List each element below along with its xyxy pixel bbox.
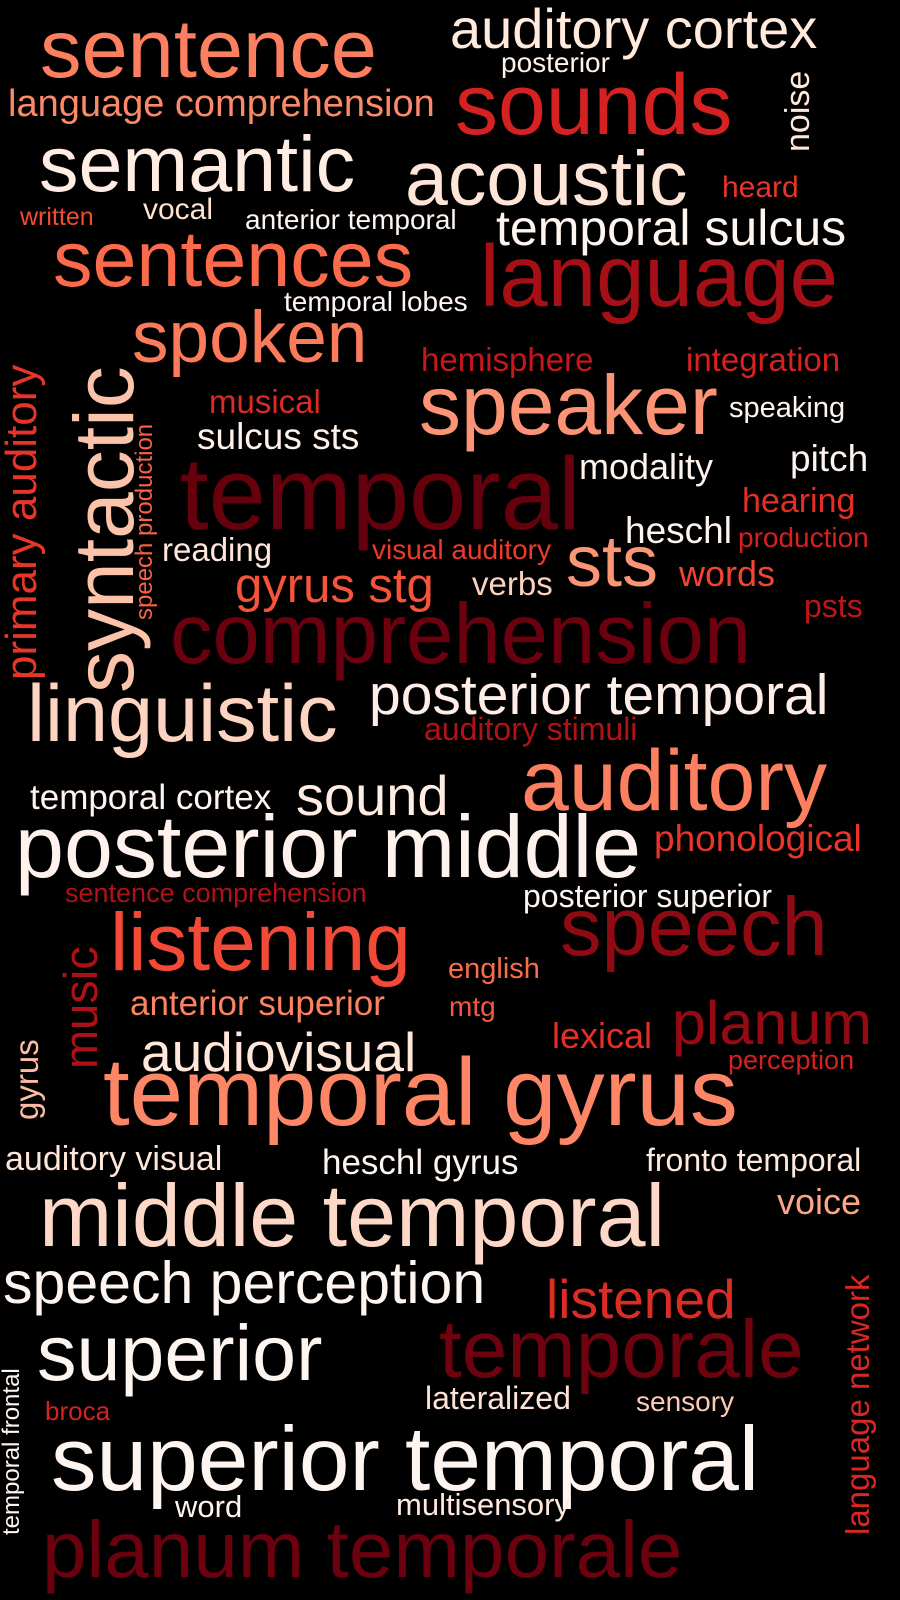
word: anterior temporal (245, 204, 457, 235)
word: speech perception (3, 1250, 486, 1316)
word: temporal (180, 436, 581, 551)
word: gyrus (8, 1039, 45, 1120)
word: semantic (39, 119, 356, 208)
word: voice (777, 1181, 862, 1222)
word: planum (672, 989, 873, 1057)
word: hearing (742, 482, 856, 520)
word: sts (566, 522, 659, 602)
word: comprehension (170, 587, 752, 682)
word: sentence comprehension (65, 878, 367, 908)
word: integration (686, 341, 841, 378)
word: language (480, 228, 839, 325)
word: anterior superior (130, 984, 385, 1023)
word: posterior temporal (369, 663, 829, 727)
word: auditory (521, 733, 827, 829)
word: written (20, 203, 94, 231)
word: pitch (790, 438, 869, 479)
word: posterior superior (523, 878, 772, 914)
word: music (54, 946, 107, 1069)
word: sulcus sts (197, 416, 360, 457)
word: auditory visual (5, 1140, 223, 1178)
word: posterior middle (15, 797, 642, 896)
word: heschl gyrus (322, 1143, 519, 1182)
word: posterior (501, 47, 610, 78)
word: temporal frontal (0, 1368, 25, 1535)
word: hemisphere (421, 341, 594, 378)
word: speech (560, 880, 828, 973)
word: planum temporale (42, 1505, 683, 1594)
word: acoustic (405, 136, 688, 222)
word: temporale (439, 1304, 804, 1395)
word: auditory stimuli (424, 711, 638, 747)
word: superior (37, 1308, 323, 1397)
word: auditory cortex (450, 0, 818, 60)
word: heard (722, 171, 799, 204)
word: broca (45, 1396, 111, 1426)
word: listening (110, 897, 411, 988)
word: linguistic (27, 669, 338, 759)
word: reading (162, 531, 273, 568)
word: temporal sulcus (496, 200, 847, 256)
word: vocal (143, 193, 214, 226)
word: perception (728, 1045, 855, 1075)
word: modality (579, 446, 714, 487)
word: language comprehension (8, 83, 435, 125)
word: audiovisual (141, 1021, 417, 1083)
word: noise (779, 70, 817, 152)
word: mtg (449, 991, 496, 1022)
word: sentences (53, 214, 414, 303)
word: word (175, 1489, 243, 1524)
word: lateralized (425, 1380, 571, 1416)
word: production (738, 522, 869, 553)
word: sentence (40, 2, 377, 95)
word: multisensory (396, 1487, 570, 1522)
word: speaker (419, 358, 718, 452)
word: middle temporal (39, 1166, 666, 1265)
word: primary auditory (0, 364, 46, 680)
word: listened (546, 1268, 736, 1330)
word: visual auditory (372, 534, 551, 565)
word: musical (209, 383, 321, 420)
word: temporal gyrus (103, 1039, 738, 1146)
word: speech production (131, 423, 158, 620)
word: english (448, 953, 540, 985)
word: spoken (132, 297, 368, 378)
word: words (679, 553, 776, 594)
word: superior temporal (51, 1409, 760, 1510)
word: psts (804, 588, 863, 624)
word: gyrus stg (235, 559, 434, 613)
word: temporal lobes (284, 286, 468, 317)
word: sensory (636, 1386, 735, 1417)
word: heschl (625, 510, 732, 551)
word: sound (296, 764, 449, 827)
word: temporal cortex (30, 778, 272, 817)
word: sounds (455, 57, 733, 153)
word: fronto temporal (646, 1142, 862, 1178)
word: phonological (654, 818, 862, 859)
word: lexical (552, 1015, 653, 1056)
word: verbs (472, 565, 553, 602)
word: language network (839, 1274, 876, 1535)
word: speaking (729, 392, 846, 424)
